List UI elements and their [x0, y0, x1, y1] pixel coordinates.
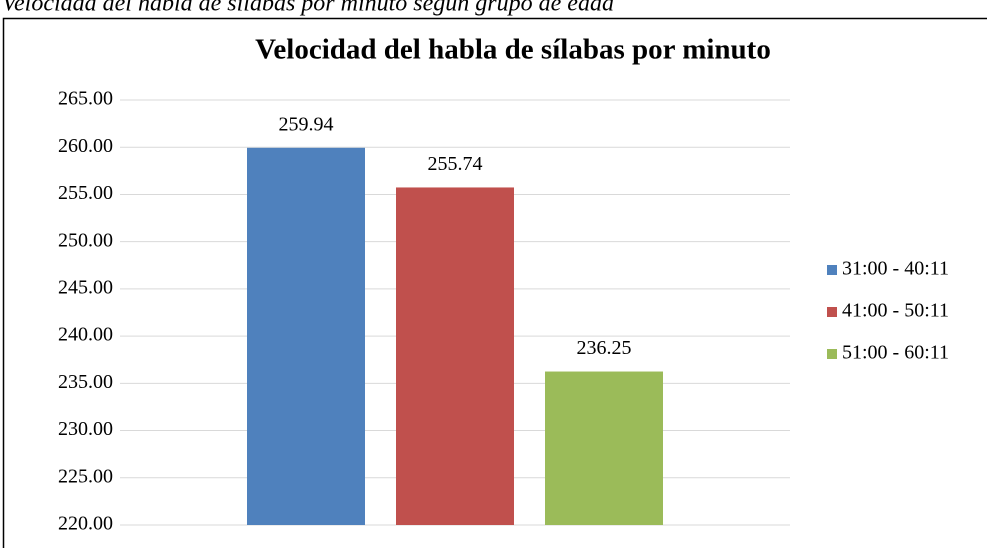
data-label: 236.25 [577, 337, 632, 359]
y-tick-label: 235.00 [58, 371, 113, 393]
legend-label: 41:00 - 50:11 [842, 300, 949, 322]
caption: Velocidad del habla de sílabas por minut… [2, 0, 615, 17]
y-tick-label: 245.00 [58, 276, 113, 298]
legend-swatch [827, 349, 837, 359]
legend-label: 31:00 - 40:11 [842, 258, 949, 280]
bar [396, 187, 514, 525]
y-tick-label: 220.00 [58, 513, 113, 535]
legend-label: 51:00 - 60:11 [842, 342, 949, 364]
y-tick-label: 225.00 [58, 465, 113, 487]
y-tick-label: 250.00 [58, 229, 113, 251]
y-tick-label: 255.00 [58, 182, 113, 204]
chart-title: Velocidad del habla de sílabas por minut… [255, 34, 771, 66]
y-tick-label: 265.00 [58, 88, 113, 110]
data-label: 259.94 [279, 113, 334, 135]
chart-border [2, 17, 987, 548]
y-tick-label: 230.00 [58, 418, 113, 440]
y-tick-label: 240.00 [58, 324, 113, 346]
bar [545, 371, 663, 525]
y-tick-label: 260.00 [58, 135, 113, 157]
bar [247, 147, 365, 526]
data-label: 255.74 [428, 153, 483, 175]
legend-swatch [827, 307, 837, 317]
legend-swatch [827, 265, 837, 275]
